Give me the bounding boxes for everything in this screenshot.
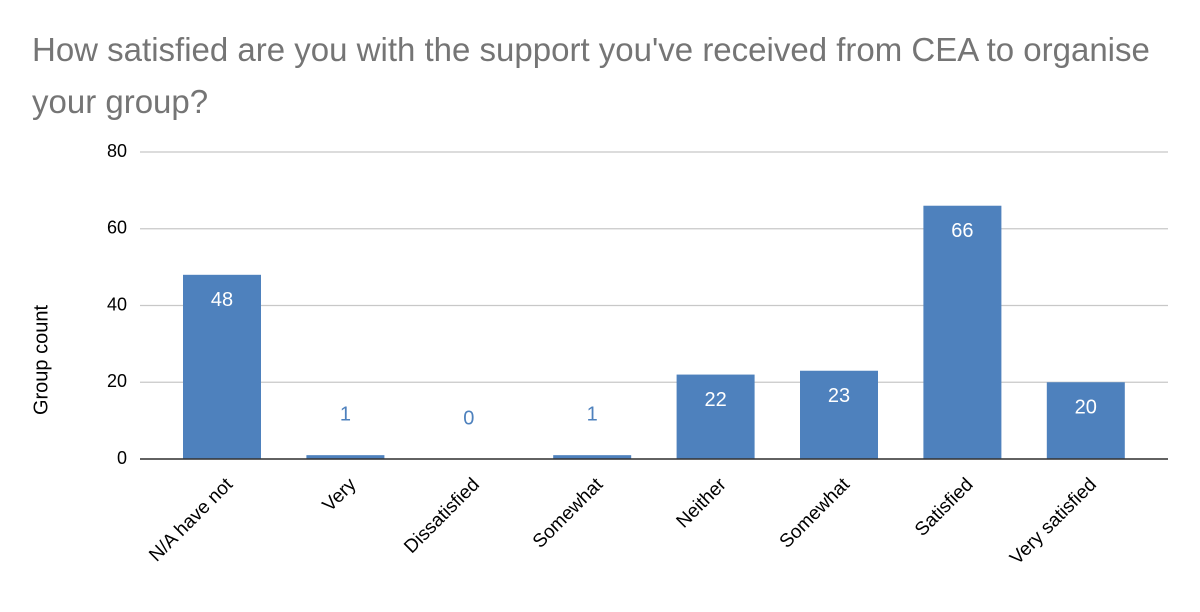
value-label: 23	[828, 385, 850, 407]
x-tick-label: Somewhat	[529, 474, 608, 553]
x-tick-label: Very	[319, 474, 361, 516]
value-label: 20	[1075, 397, 1097, 419]
y-tick-label: 0	[117, 448, 127, 468]
y-axis-label: Group count	[30, 305, 52, 416]
bar	[553, 455, 632, 459]
bar	[183, 274, 261, 459]
value-label: 1	[587, 403, 598, 425]
bar	[800, 370, 878, 459]
x-tick-label: Very satisfied	[1006, 474, 1101, 569]
value-label: 66	[951, 220, 973, 242]
y-tick-label: 60	[107, 218, 127, 238]
value-label: 0	[463, 407, 474, 429]
x-tick-label: N/A have not	[145, 474, 237, 566]
bar	[676, 374, 755, 459]
value-label: 48	[211, 289, 233, 311]
y-tick-label: 80	[107, 141, 127, 161]
y-tick-label: 20	[107, 371, 127, 391]
bar	[923, 205, 1002, 459]
x-tick-label: Neither	[673, 474, 732, 533]
x-tick-label: Somewhat	[776, 474, 855, 553]
value-label: 1	[340, 403, 351, 425]
x-tick-label: Dissatisfied	[400, 474, 484, 558]
chart-title: How satisfied are you with the support y…	[32, 31, 1150, 120]
value-label: 22	[704, 389, 726, 411]
bar	[306, 455, 385, 459]
bar	[1046, 382, 1125, 459]
x-tick-label: Satisfied	[911, 474, 977, 540]
y-tick-label: 40	[107, 294, 127, 314]
